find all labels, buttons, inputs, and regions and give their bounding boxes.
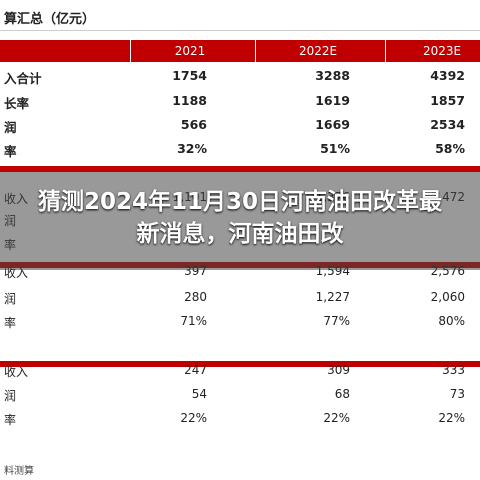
cell: 22%: [438, 411, 465, 425]
cell: 566: [180, 117, 207, 132]
cell: 2534: [430, 117, 465, 132]
separator: [385, 40, 386, 62]
overlay-band: [0, 172, 480, 270]
cell: 1619: [315, 93, 350, 108]
column-header: 2023E: [422, 44, 462, 58]
cell: 32%: [177, 141, 207, 156]
cell: 54: [191, 387, 207, 401]
cell: 68: [334, 387, 350, 401]
column-header: 2021: [174, 44, 206, 58]
cell: 4392: [430, 68, 465, 83]
section-bar: [0, 361, 480, 367]
row-label: 润: [4, 389, 17, 403]
footnote: 料测算: [4, 466, 34, 477]
row-label: 润: [4, 120, 17, 135]
cell: 280: [184, 290, 207, 304]
cell: 247: [184, 363, 207, 377]
row-label: 收入: [4, 365, 29, 379]
cell: 22%: [180, 411, 207, 425]
row-label: 润: [4, 292, 17, 306]
row-label: 长率: [4, 96, 30, 111]
cell: 80%: [438, 314, 465, 328]
cell: 51%: [320, 141, 350, 156]
cell: 2,060: [430, 290, 465, 304]
cell: 73: [449, 387, 465, 401]
cell: 22%: [323, 411, 350, 425]
cell: 1669: [315, 117, 350, 132]
cell: 3288: [315, 68, 350, 83]
separator: [255, 40, 256, 62]
cell: 1,227: [315, 290, 350, 304]
row-label: 率: [4, 413, 17, 427]
cell: 77%: [323, 314, 350, 328]
column-header: 2022E: [298, 44, 338, 58]
cell: 1857: [430, 93, 465, 108]
separator: [130, 40, 131, 62]
header-bar: [0, 40, 480, 62]
row-label: 率: [4, 144, 17, 159]
cell: 71%: [180, 314, 207, 328]
cell: 333: [442, 363, 465, 377]
rule: [0, 30, 480, 31]
cell: 1754: [172, 68, 207, 83]
table-title: 算汇总（亿元）: [4, 12, 96, 27]
cell: 309: [327, 363, 350, 377]
row-label: 率: [4, 316, 17, 330]
cell: 58%: [435, 141, 465, 156]
section-bar: [0, 166, 480, 172]
cell: 1188: [172, 93, 207, 108]
row-label: 入合计: [4, 71, 42, 86]
overlay-title: 猜测2024年11月30日河南油田改革最新消息，河南油田改: [37, 189, 443, 247]
